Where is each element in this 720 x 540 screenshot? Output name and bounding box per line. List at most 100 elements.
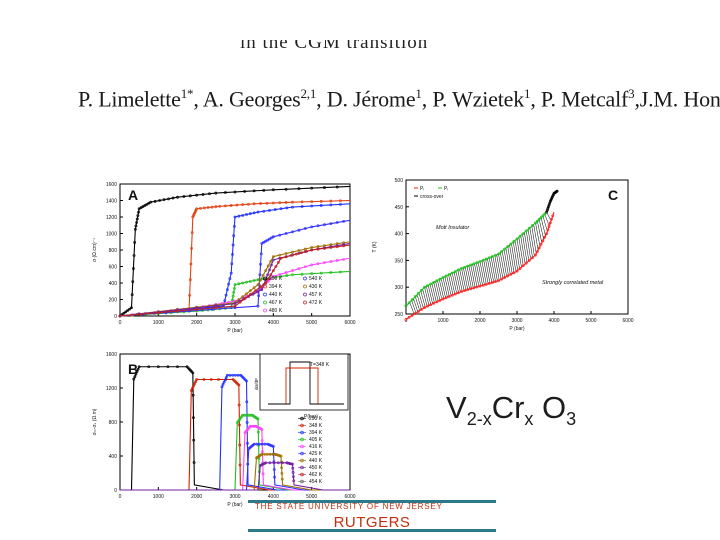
x-tick-label: 6000 bbox=[344, 494, 355, 500]
hatch-line bbox=[496, 254, 502, 280]
data-point bbox=[494, 253, 497, 257]
hatch-line bbox=[468, 265, 474, 289]
data-point bbox=[214, 191, 218, 195]
data-point bbox=[188, 278, 192, 282]
data-point bbox=[531, 224, 534, 227]
x-tick-label: 4000 bbox=[548, 318, 559, 324]
author-name: P. Wzietek bbox=[432, 86, 524, 112]
data-point bbox=[233, 304, 237, 308]
data-point bbox=[551, 214, 555, 218]
data-point bbox=[199, 206, 202, 210]
legend-label: 472 K bbox=[309, 300, 323, 306]
data-point bbox=[335, 185, 339, 189]
data-point bbox=[297, 187, 301, 191]
data-point bbox=[329, 246, 333, 249]
data-point bbox=[256, 283, 260, 287]
data-point bbox=[423, 285, 426, 289]
data-point bbox=[319, 199, 323, 203]
data-point bbox=[176, 365, 179, 369]
data-point bbox=[192, 416, 195, 420]
series-line bbox=[119, 185, 351, 317]
data-point bbox=[484, 282, 488, 286]
data-point bbox=[195, 207, 199, 211]
formula-part: O bbox=[533, 390, 567, 425]
hatch-line bbox=[440, 278, 446, 298]
data-point bbox=[248, 212, 252, 216]
data-point bbox=[131, 280, 135, 284]
data-point bbox=[521, 232, 525, 236]
data-point bbox=[484, 257, 488, 261]
data-point bbox=[256, 430, 260, 434]
data-point bbox=[441, 276, 445, 279]
x-tick-label: 6000 bbox=[622, 318, 633, 324]
annotation-mott-insulator: Mott Insulator bbox=[436, 225, 470, 231]
data-point bbox=[294, 252, 298, 256]
data-point bbox=[238, 423, 241, 427]
series-line bbox=[119, 199, 351, 317]
x-tick-label: 3000 bbox=[511, 318, 522, 324]
data-point bbox=[278, 273, 282, 276]
data-point bbox=[133, 227, 137, 231]
data-point bbox=[191, 215, 195, 219]
data-point bbox=[285, 206, 289, 210]
legend-label: 540 K bbox=[309, 276, 323, 282]
author-separator: , bbox=[193, 86, 203, 112]
data-point bbox=[453, 292, 457, 296]
y-axis-label: T (K) bbox=[372, 241, 378, 252]
data-point bbox=[273, 475, 276, 479]
formula-part: Cr bbox=[491, 390, 525, 425]
x-tick-label: 5000 bbox=[306, 494, 317, 500]
data-point bbox=[264, 269, 268, 273]
y-tick-label: 800 bbox=[109, 248, 118, 254]
data-point bbox=[268, 268, 271, 272]
data-point bbox=[303, 247, 307, 251]
data-point bbox=[453, 270, 457, 273]
legend-marker bbox=[263, 300, 267, 305]
data-point bbox=[236, 373, 240, 377]
data-point bbox=[319, 204, 323, 207]
data-point bbox=[300, 251, 303, 255]
data-point bbox=[231, 294, 235, 298]
data-point bbox=[261, 472, 265, 476]
data-point bbox=[194, 380, 197, 384]
data-point bbox=[323, 261, 326, 265]
data-point bbox=[162, 198, 166, 202]
legend-label: 454 K bbox=[309, 479, 323, 485]
data-point bbox=[147, 365, 151, 369]
data-point bbox=[202, 378, 206, 381]
data-point bbox=[323, 186, 326, 189]
data-point bbox=[329, 271, 333, 274]
data-point bbox=[259, 278, 262, 282]
data-point bbox=[548, 221, 552, 225]
data-point bbox=[221, 383, 225, 386]
data-point bbox=[189, 262, 193, 266]
data-point bbox=[438, 299, 442, 302]
data-point bbox=[133, 241, 137, 244]
hatch-line bbox=[435, 281, 441, 301]
legend-label: 348 K bbox=[309, 423, 323, 429]
y-tick-label: 1600 bbox=[106, 352, 117, 358]
legend-marker bbox=[303, 292, 307, 297]
data-point bbox=[441, 297, 445, 301]
y-tick-label: 300 bbox=[395, 285, 404, 291]
hatch-line bbox=[474, 263, 480, 287]
data-point bbox=[238, 463, 242, 467]
author-affiliation: 1* bbox=[180, 86, 194, 101]
data-point bbox=[472, 286, 476, 290]
data-point bbox=[279, 275, 283, 278]
data-point bbox=[128, 307, 131, 311]
data-point bbox=[316, 247, 320, 251]
data-point bbox=[122, 311, 126, 315]
data-point bbox=[257, 294, 261, 298]
data-point bbox=[303, 265, 307, 269]
data-point bbox=[248, 293, 252, 296]
hatch-line bbox=[524, 232, 530, 261]
data-point bbox=[329, 199, 333, 203]
data-point bbox=[265, 201, 269, 205]
data-point bbox=[339, 199, 342, 203]
data-point bbox=[518, 267, 522, 270]
data-point bbox=[444, 274, 448, 278]
data-point bbox=[410, 298, 414, 302]
data-point bbox=[227, 282, 231, 286]
hatch-line bbox=[522, 234, 528, 263]
